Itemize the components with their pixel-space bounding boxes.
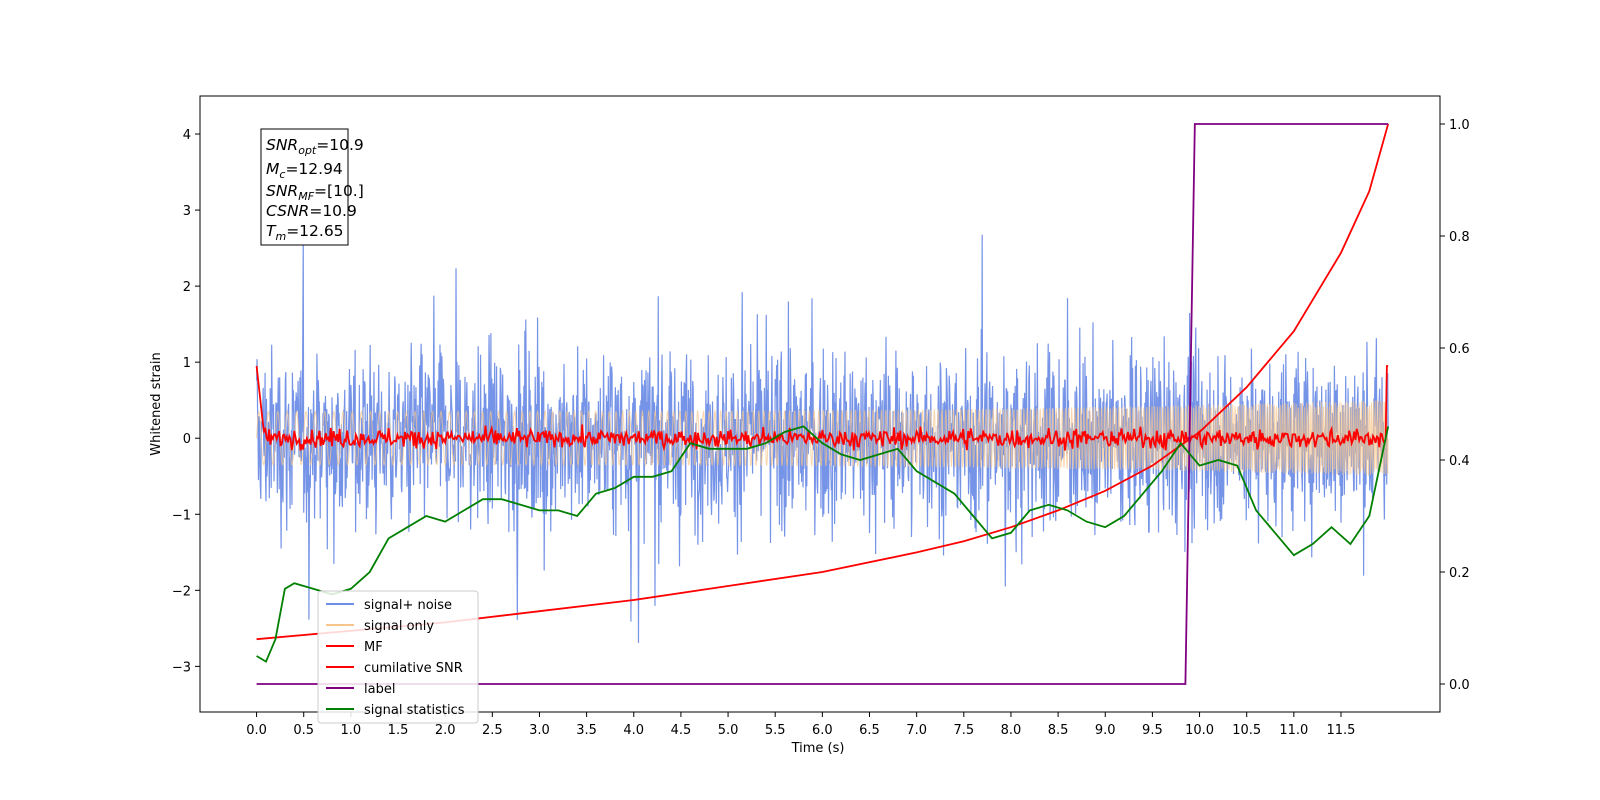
y-tick-label-left: 4 <box>183 128 191 143</box>
y-tick-label-right: 0.4 <box>1449 454 1470 469</box>
x-tick-label: 10.5 <box>1232 723 1261 738</box>
x-tick-label: 1.0 <box>341 723 362 738</box>
annotation-snr-opt: SNRopt=10.9 <box>266 136 364 157</box>
series-signal-statistics <box>256 425 1390 663</box>
x-axis-label: Time (s) <box>791 741 845 756</box>
legend-entry-signal-noise: signal+ noise <box>364 598 452 613</box>
x-tick-label: 4.5 <box>671 723 692 738</box>
x-tick-label: 1.5 <box>388 723 409 738</box>
y-tick-label-right: 0.8 <box>1449 230 1470 245</box>
x-tick-label: 3.5 <box>576 723 597 738</box>
legend-entry-label: label <box>364 682 395 697</box>
x-tick-label: 4.0 <box>623 723 644 738</box>
legend-entry-signal-statistics: signal statistics <box>364 703 465 718</box>
series-signal-only <box>256 400 1389 476</box>
x-tick-label: 0.0 <box>246 723 267 738</box>
y-tick-label-left: −1 <box>172 508 191 523</box>
x-tick-label: 3.0 <box>529 723 550 738</box>
legend-entry-signal-only: signal only <box>364 619 434 634</box>
y-tick-label-right: 0.0 <box>1449 678 1470 693</box>
annotation-csnr: CSNR=10.9 <box>266 202 357 220</box>
annotation-tm: Tm=12.65 <box>266 222 344 243</box>
x-tick-label: 10.0 <box>1185 723 1214 738</box>
x-tick-label: 5.0 <box>718 723 739 738</box>
x-tick-label: 0.5 <box>293 723 314 738</box>
x-tick-label: 11.5 <box>1327 723 1356 738</box>
y-tick-label-right: 1.0 <box>1449 118 1470 133</box>
y-tick-label-right: 0.6 <box>1449 342 1470 357</box>
x-tick-label: 8.5 <box>1048 723 1069 738</box>
x-tick-label: 6.0 <box>812 723 833 738</box>
y-tick-label-left: −2 <box>172 584 191 599</box>
series-label <box>256 123 1389 685</box>
x-tick-label: 9.0 <box>1095 723 1116 738</box>
y-axis-label-left: Whitened strain <box>149 352 164 455</box>
x-tick-label: 6.5 <box>859 723 880 738</box>
legend-entry-mf: MF <box>364 640 383 655</box>
y-tick-label-left: 3 <box>183 204 191 219</box>
x-tick-label: 2.0 <box>435 723 456 738</box>
y-tick-label-left: 0 <box>183 432 191 447</box>
annotation-box: SNRopt=10.9 Mc=12.94 SNRMF=[10.] CSNR=10… <box>260 128 364 246</box>
series-cumulative-snr <box>256 123 1390 641</box>
plot-frame <box>199 95 1441 713</box>
y-tick-label-left: −3 <box>172 660 191 675</box>
y-tick-label-left: 2 <box>183 280 191 295</box>
x-tick-label: 7.0 <box>906 723 927 738</box>
legend: signal+ noise signal only MF cumilative … <box>317 590 479 724</box>
x-tick-label: 7.5 <box>953 723 974 738</box>
x-tick-label: 9.5 <box>1142 723 1163 738</box>
y-tick-label-left: 1 <box>183 356 191 371</box>
legend-entry-cumulative-snr: cumilative SNR <box>364 661 463 676</box>
x-tick-label: 11.0 <box>1279 723 1308 738</box>
x-tick-label: 5.5 <box>765 723 786 738</box>
y-tick-label-right: 0.2 <box>1449 566 1470 581</box>
annotation-mc: Mc=12.94 <box>266 160 343 181</box>
x-tick-label: 2.5 <box>482 723 503 738</box>
x-tick-label: 8.0 <box>1001 723 1022 738</box>
annotation-snr-mf: SNRMF=[10.] <box>266 182 364 203</box>
